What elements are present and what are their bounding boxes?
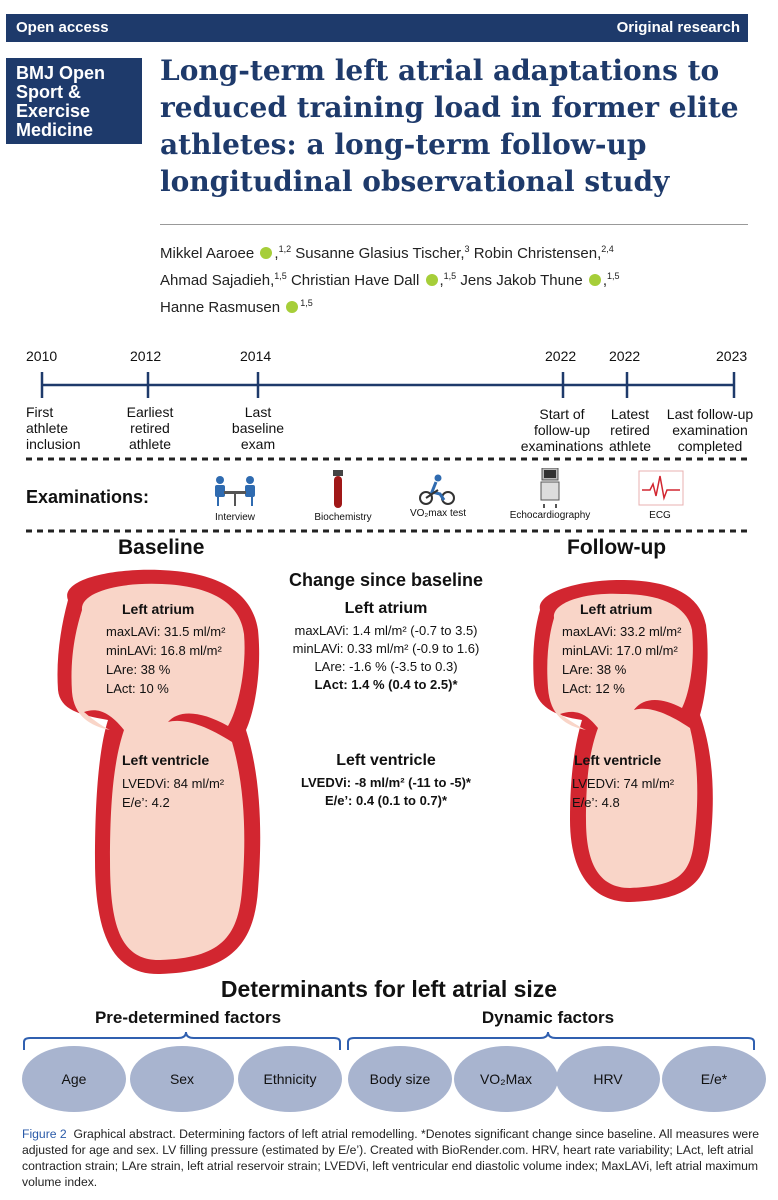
change-lv-values: LVEDVi: -8 ml/m² (-11 to -5)* E/e’: 0.4 (… (301, 775, 471, 808)
blood-tube-icon (333, 470, 343, 508)
factor-body-size: Body size (348, 1046, 452, 1112)
title-divider (160, 224, 748, 225)
baseline-heading: Baseline (118, 536, 205, 559)
timeline-label: Last follow-up examination completed (666, 406, 754, 454)
followup-lv-values: LVEDVi: 74 ml/m² E/e’: 4.8 (572, 776, 675, 810)
baseline-lv-heading: Left ventricle (122, 752, 210, 768)
interview-icon (215, 476, 255, 506)
author-name[interactable]: Robin Christensen, (473, 245, 602, 262)
followup-la-heading: Left atrium (580, 601, 653, 617)
followup-lv-heading: Left ventricle (574, 752, 662, 768)
timeline-label: Start of follow-up examinations (520, 406, 604, 454)
timeline-label: Earliest retired athlete (126, 404, 174, 452)
predetermined-heading: Pre-determined factors (94, 1008, 282, 1027)
timeline-axis (40, 372, 736, 398)
timeline-year: 2010 (26, 348, 58, 364)
exam-label: VO₂max test (409, 508, 467, 519)
article-title: Long-term left atrial adaptations to red… (160, 54, 739, 198)
orcid-icon[interactable] (260, 247, 273, 259)
ecg-icon (638, 470, 684, 506)
examinations-label: Examinations: (26, 487, 150, 507)
change-la-values: maxLAVi: 1.4 ml/m² (-0.7 to 3.5) minLAVi:… (292, 623, 480, 692)
dashed-divider (26, 529, 752, 533)
timeline-label: First athlete inclusion (26, 404, 81, 452)
figure-label: Figure 2 (22, 1127, 67, 1141)
author-name[interactable]: Mikkel Aaroee (160, 245, 255, 262)
author-name[interactable]: Christian Have Dall (290, 272, 420, 289)
timeline-year: 2014 (240, 348, 272, 364)
determinants-title: Determinants for left atrial size (220, 976, 558, 1002)
factor-sex: Sex (130, 1046, 234, 1112)
author-name[interactable]: Ahmad Sajadieh, (160, 272, 275, 289)
group-brackets (23, 1031, 755, 1050)
timeline-year: 2022 (609, 348, 641, 364)
baseline-la-values: maxLAVi: 31.5 ml/m² minLAVi: 16.8 ml/m² LA… (106, 624, 226, 696)
factor-ethnicity: Ethnicity (238, 1046, 342, 1112)
timeline-year: 2023 (716, 348, 748, 364)
followup-la-values: maxLAVi: 33.2 ml/m² minLAVi: 17.0 ml/m² LA… (562, 624, 682, 696)
baseline-la-heading: Left atrium (122, 601, 195, 617)
timeline-label: Latest retired athlete (608, 406, 652, 454)
change-lv-heading: Left ventricle (336, 752, 436, 769)
baseline-heart-diagram (57, 569, 261, 975)
factor-vo2max: VO₂Max (454, 1046, 558, 1112)
followup-heart-diagram (533, 580, 713, 902)
factor-age: Age (22, 1046, 126, 1112)
orcid-icon[interactable] (425, 274, 438, 286)
exercise-bike-icon (419, 474, 455, 505)
timeline-year: 2012 (130, 348, 162, 364)
exam-label: Interview (214, 512, 255, 523)
exam-label: Echocardiography (509, 510, 591, 521)
article-type-label: Original research (616, 19, 740, 36)
header-bar: Open access Original research (6, 14, 748, 42)
figure-caption: Figure 2 Graphical abstract. Determining… (22, 1127, 760, 1189)
change-la-heading: Left atrium (344, 600, 428, 617)
factor-hrv: HRV (556, 1046, 660, 1112)
author-list: Mikkel Aaroee ,1,2 Susanne Glasius Tisch… (160, 244, 620, 316)
baseline-lv-values: LVEDVi: 84 ml/m² E/e’: 4.2 (122, 776, 225, 810)
dashed-divider (26, 457, 752, 461)
ultrasound-machine-icon (540, 468, 560, 508)
author-name[interactable]: Jens Jakob Thune (460, 272, 583, 289)
orcid-icon[interactable] (588, 274, 601, 286)
author-name[interactable]: Hanne Rasmusen (160, 299, 281, 316)
factor-ee: E/e* (662, 1046, 766, 1112)
open-access-label: Open access (16, 19, 109, 36)
journal-logo: BMJ Open Sport & Exercise Medicine (6, 58, 142, 144)
exam-label: Biochemistry (314, 512, 372, 523)
timeline-label: Last baseline exam (231, 404, 285, 452)
timeline-year: 2022 (545, 348, 577, 364)
exam-label: ECG (649, 510, 671, 521)
followup-heading: Follow-up (567, 536, 667, 559)
author-name[interactable]: Susanne Glasius Tischer, (295, 245, 465, 262)
orcid-icon[interactable] (286, 301, 299, 313)
dynamic-heading: Dynamic factors (481, 1008, 615, 1027)
change-heading: Change since baseline (288, 570, 484, 590)
